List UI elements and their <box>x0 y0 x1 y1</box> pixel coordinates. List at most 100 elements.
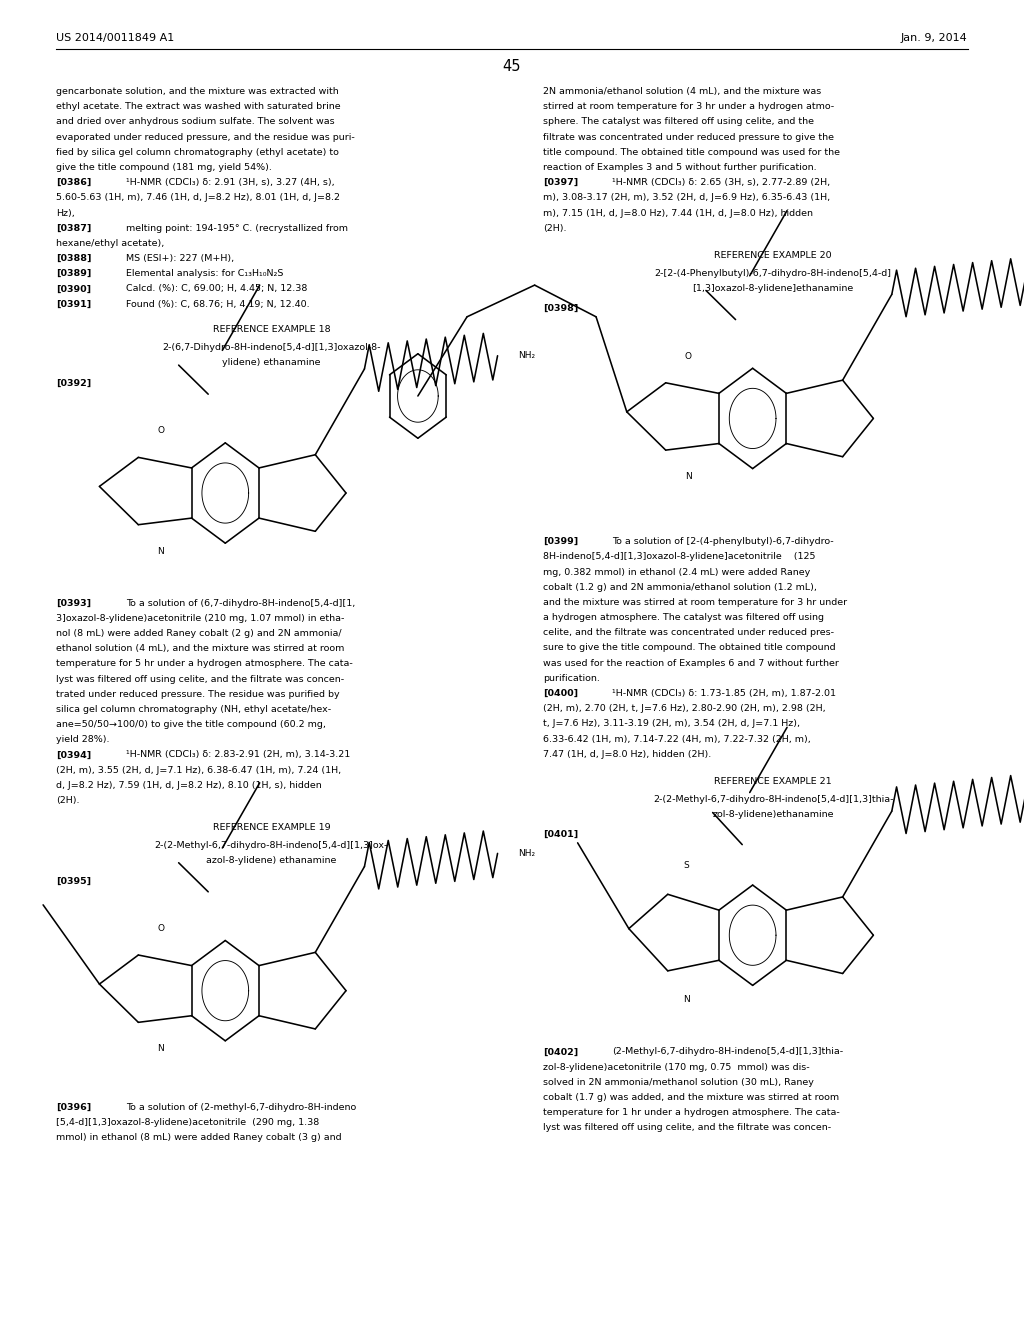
Text: NH₂: NH₂ <box>518 351 536 360</box>
Text: lyst was filtered off using celite, and the filtrate was concen-: lyst was filtered off using celite, and … <box>56 675 344 684</box>
Text: 3]oxazol-8-ylidene)acetonitrile (210 mg, 1.07 mmol) in etha-: 3]oxazol-8-ylidene)acetonitrile (210 mg,… <box>56 614 345 623</box>
Text: Elemental analysis: for C₁₃H₁₀N₂S: Elemental analysis: for C₁₃H₁₀N₂S <box>126 269 284 279</box>
Text: REFERENCE EXAMPLE 20: REFERENCE EXAMPLE 20 <box>715 251 831 260</box>
Text: REFERENCE EXAMPLE 18: REFERENCE EXAMPLE 18 <box>213 325 330 334</box>
Text: N: N <box>158 1044 164 1053</box>
Text: Calcd. (%): C, 69.00; H, 4.45; N, 12.38: Calcd. (%): C, 69.00; H, 4.45; N, 12.38 <box>126 284 307 293</box>
Text: was used for the reaction of Examples 6 and 7 without further: was used for the reaction of Examples 6 … <box>543 659 839 668</box>
Text: (2H, m), 3.55 (2H, d, J=7.1 Hz), 6.38-6.47 (1H, m), 7.24 (1H,: (2H, m), 3.55 (2H, d, J=7.1 Hz), 6.38-6.… <box>56 766 341 775</box>
Text: To a solution of (6,7-dihydro-8H-indeno[5,4-d][1,: To a solution of (6,7-dihydro-8H-indeno[… <box>126 598 355 607</box>
Text: [0402]: [0402] <box>543 1047 578 1056</box>
Text: N: N <box>685 473 691 480</box>
Text: [0395]: [0395] <box>56 876 91 886</box>
Text: t, J=7.6 Hz), 3.11-3.19 (2H, m), 3.54 (2H, d, J=7.1 Hz),: t, J=7.6 Hz), 3.11-3.19 (2H, m), 3.54 (2… <box>543 719 800 729</box>
Text: [5,4-d][1,3]oxazol-8-ylidene)acetonitrile  (290 mg, 1.38: [5,4-d][1,3]oxazol-8-ylidene)acetonitril… <box>56 1118 319 1127</box>
Text: yield 28%).: yield 28%). <box>56 735 110 744</box>
Text: REFERENCE EXAMPLE 19: REFERENCE EXAMPLE 19 <box>213 822 330 832</box>
Text: 2-(6,7-Dihydro-8H-indeno[5,4-d][1,3]oxazol-8-: 2-(6,7-Dihydro-8H-indeno[5,4-d][1,3]oxaz… <box>162 343 381 352</box>
Text: [0397]: [0397] <box>543 178 578 187</box>
Text: stirred at room temperature for 3 hr under a hydrogen atmo-: stirred at room temperature for 3 hr und… <box>543 103 834 111</box>
Text: Found (%): C, 68.76; H, 4.19; N, 12.40.: Found (%): C, 68.76; H, 4.19; N, 12.40. <box>126 300 309 309</box>
Text: US 2014/0011849 A1: US 2014/0011849 A1 <box>56 33 174 44</box>
Text: sure to give the title compound. The obtained title compound: sure to give the title compound. The obt… <box>543 643 836 652</box>
Text: zol-8-ylidene)ethanamine: zol-8-ylidene)ethanamine <box>713 809 834 818</box>
Text: 2-[2-(4-Phenylbutyl)-6,7-dihydro-8H-indeno[5,4-d]: 2-[2-(4-Phenylbutyl)-6,7-dihydro-8H-inde… <box>654 268 892 277</box>
Text: [0398]: [0398] <box>543 304 579 313</box>
Text: [0386]: [0386] <box>56 178 92 187</box>
Text: 7.47 (1H, d, J=8.0 Hz), hidden (2H).: 7.47 (1H, d, J=8.0 Hz), hidden (2H). <box>543 750 711 759</box>
Text: reaction of Examples 3 and 5 without further purification.: reaction of Examples 3 and 5 without fur… <box>543 162 816 172</box>
Text: 6.33-6.42 (1H, m), 7.14-7.22 (4H, m), 7.22-7.32 (2H, m),: 6.33-6.42 (1H, m), 7.14-7.22 (4H, m), 7.… <box>543 734 810 743</box>
Text: 2-(2-Methyl-6,7-dihydro-8H-indeno[5,4-d][1,3]thia-: 2-(2-Methyl-6,7-dihydro-8H-indeno[5,4-d]… <box>653 795 893 804</box>
Text: solved in 2N ammonia/methanol solution (30 mL), Raney: solved in 2N ammonia/methanol solution (… <box>543 1077 814 1086</box>
Text: [0392]: [0392] <box>56 379 91 388</box>
Text: [0399]: [0399] <box>543 537 578 546</box>
Text: [0393]: [0393] <box>56 598 91 607</box>
Text: ¹H-NMR (CDCl₃) δ: 1.73-1.85 (2H, m), 1.87-2.01: ¹H-NMR (CDCl₃) δ: 1.73-1.85 (2H, m), 1.8… <box>612 689 837 698</box>
Text: 2-(2-Methyl-6,7-dihydro-8H-indeno[5,4-d][1,3]ox-: 2-(2-Methyl-6,7-dihydro-8H-indeno[5,4-d]… <box>155 841 388 850</box>
Text: zol-8-ylidene)acetonitrile (170 mg, 0.75  mmol) was dis-: zol-8-ylidene)acetonitrile (170 mg, 0.75… <box>543 1063 809 1072</box>
Text: [0389]: [0389] <box>56 269 92 279</box>
Text: [0391]: [0391] <box>56 300 91 309</box>
Text: ane=50/50→100/0) to give the title compound (60.2 mg,: ane=50/50→100/0) to give the title compo… <box>56 719 327 729</box>
Text: trated under reduced pressure. The residue was purified by: trated under reduced pressure. The resid… <box>56 689 340 698</box>
Text: ylidene) ethanamine: ylidene) ethanamine <box>222 358 321 367</box>
Text: Hz),: Hz), <box>56 209 75 218</box>
Text: S: S <box>683 861 689 870</box>
Text: ¹H-NMR (CDCl₃) δ: 2.83-2.91 (2H, m), 3.14-3.21: ¹H-NMR (CDCl₃) δ: 2.83-2.91 (2H, m), 3.1… <box>126 750 350 759</box>
Text: [0401]: [0401] <box>543 830 578 840</box>
Text: give the title compound (181 mg, yield 54%).: give the title compound (181 mg, yield 5… <box>56 162 272 172</box>
Text: 8H-indeno[5,4-d][1,3]oxazol-8-ylidene]acetonitrile    (125: 8H-indeno[5,4-d][1,3]oxazol-8-ylidene]ac… <box>543 552 815 561</box>
Text: [0390]: [0390] <box>56 284 91 293</box>
Text: NH₂: NH₂ <box>518 849 536 858</box>
Text: filtrate was concentrated under reduced pressure to give the: filtrate was concentrated under reduced … <box>543 132 834 141</box>
Text: temperature for 1 hr under a hydrogen atmosphere. The cata-: temperature for 1 hr under a hydrogen at… <box>543 1107 840 1117</box>
Text: temperature for 5 hr under a hydrogen atmosphere. The cata-: temperature for 5 hr under a hydrogen at… <box>56 659 353 668</box>
Text: MS (ESI+): 227 (M+H),: MS (ESI+): 227 (M+H), <box>126 253 234 263</box>
Text: N: N <box>683 995 689 1005</box>
Text: [1,3]oxazol-8-ylidene]ethanamine: [1,3]oxazol-8-ylidene]ethanamine <box>692 284 854 293</box>
Text: mg, 0.382 mmol) in ethanol (2.4 mL) were added Raney: mg, 0.382 mmol) in ethanol (2.4 mL) were… <box>543 568 810 577</box>
Text: [0387]: [0387] <box>56 223 92 232</box>
Text: purification.: purification. <box>543 673 600 682</box>
Text: sphere. The catalyst was filtered off using celite, and the: sphere. The catalyst was filtered off us… <box>543 117 814 127</box>
Text: ¹H-NMR (CDCl₃) δ: 2.65 (3H, s), 2.77-2.89 (2H,: ¹H-NMR (CDCl₃) δ: 2.65 (3H, s), 2.77-2.8… <box>612 178 830 187</box>
Text: (2H).: (2H). <box>56 796 80 805</box>
Text: m), 7.15 (1H, d, J=8.0 Hz), 7.44 (1H, d, J=8.0 Hz), hidden: m), 7.15 (1H, d, J=8.0 Hz), 7.44 (1H, d,… <box>543 209 813 218</box>
Text: nol (8 mL) were added Raney cobalt (2 g) and 2N ammonia/: nol (8 mL) were added Raney cobalt (2 g)… <box>56 628 342 638</box>
Text: d, J=8.2 Hz), 7.59 (1H, d, J=8.2 Hz), 8.10 (1H, s), hidden: d, J=8.2 Hz), 7.59 (1H, d, J=8.2 Hz), 8.… <box>56 780 323 789</box>
Text: mmol) in ethanol (8 mL) were added Raney cobalt (3 g) and: mmol) in ethanol (8 mL) were added Raney… <box>56 1133 342 1142</box>
Text: lyst was filtered off using celite, and the filtrate was concen-: lyst was filtered off using celite, and … <box>543 1123 830 1133</box>
Text: [0400]: [0400] <box>543 689 578 698</box>
Text: cobalt (1.2 g) and 2N ammonia/ethanol solution (1.2 mL),: cobalt (1.2 g) and 2N ammonia/ethanol so… <box>543 582 816 591</box>
Text: celite, and the filtrate was concentrated under reduced pres-: celite, and the filtrate was concentrate… <box>543 628 834 638</box>
Text: O: O <box>158 426 165 436</box>
Text: title compound. The obtained title compound was used for the: title compound. The obtained title compo… <box>543 148 840 157</box>
Text: [0394]: [0394] <box>56 750 91 759</box>
Text: 2N ammonia/ethanol solution (4 mL), and the mixture was: 2N ammonia/ethanol solution (4 mL), and … <box>543 87 821 96</box>
Text: O: O <box>158 924 165 933</box>
Text: N: N <box>158 546 164 556</box>
Text: and dried over anhydrous sodium sulfate. The solvent was: and dried over anhydrous sodium sulfate.… <box>56 117 335 127</box>
Text: To a solution of [2-(4-phenylbutyl)-6,7-dihydro-: To a solution of [2-(4-phenylbutyl)-6,7-… <box>612 537 834 546</box>
Text: evaporated under reduced pressure, and the residue was puri-: evaporated under reduced pressure, and t… <box>56 132 355 141</box>
Text: To a solution of (2-methyl-6,7-dihydro-8H-indeno: To a solution of (2-methyl-6,7-dihydro-8… <box>126 1102 356 1111</box>
Text: [0388]: [0388] <box>56 253 92 263</box>
Text: (2-Methyl-6,7-dihydro-8H-indeno[5,4-d][1,3]thia-: (2-Methyl-6,7-dihydro-8H-indeno[5,4-d][1… <box>612 1047 844 1056</box>
Text: cobalt (1.7 g) was added, and the mixture was stirred at room: cobalt (1.7 g) was added, and the mixtur… <box>543 1093 839 1102</box>
Text: REFERENCE EXAMPLE 21: REFERENCE EXAMPLE 21 <box>715 776 831 785</box>
Text: azol-8-ylidene) ethanamine: azol-8-ylidene) ethanamine <box>206 855 337 865</box>
Text: (2H, m), 2.70 (2H, t, J=7.6 Hz), 2.80-2.90 (2H, m), 2.98 (2H,: (2H, m), 2.70 (2H, t, J=7.6 Hz), 2.80-2.… <box>543 704 825 713</box>
Text: melting point: 194-195° C. (recrystallized from: melting point: 194-195° C. (recrystalliz… <box>126 223 348 232</box>
Text: Jan. 9, 2014: Jan. 9, 2014 <box>901 33 968 44</box>
Text: ethyl acetate. The extract was washed with saturated brine: ethyl acetate. The extract was washed wi… <box>56 103 341 111</box>
Text: silica gel column chromatography (NH, ethyl acetate/hex-: silica gel column chromatography (NH, et… <box>56 705 332 714</box>
Text: hexane/ethyl acetate),: hexane/ethyl acetate), <box>56 239 165 248</box>
Text: gencarbonate solution, and the mixture was extracted with: gencarbonate solution, and the mixture w… <box>56 87 339 96</box>
Text: [0396]: [0396] <box>56 1102 91 1111</box>
Text: O: O <box>685 352 692 360</box>
Text: ¹H-NMR (CDCl₃) δ: 2.91 (3H, s), 3.27 (4H, s),: ¹H-NMR (CDCl₃) δ: 2.91 (3H, s), 3.27 (4H… <box>126 178 335 187</box>
Text: 5.60-5.63 (1H, m), 7.46 (1H, d, J=8.2 Hz), 8.01 (1H, d, J=8.2: 5.60-5.63 (1H, m), 7.46 (1H, d, J=8.2 Hz… <box>56 193 340 202</box>
Text: ethanol solution (4 mL), and the mixture was stirred at room: ethanol solution (4 mL), and the mixture… <box>56 644 345 653</box>
Text: (2H).: (2H). <box>543 223 566 232</box>
